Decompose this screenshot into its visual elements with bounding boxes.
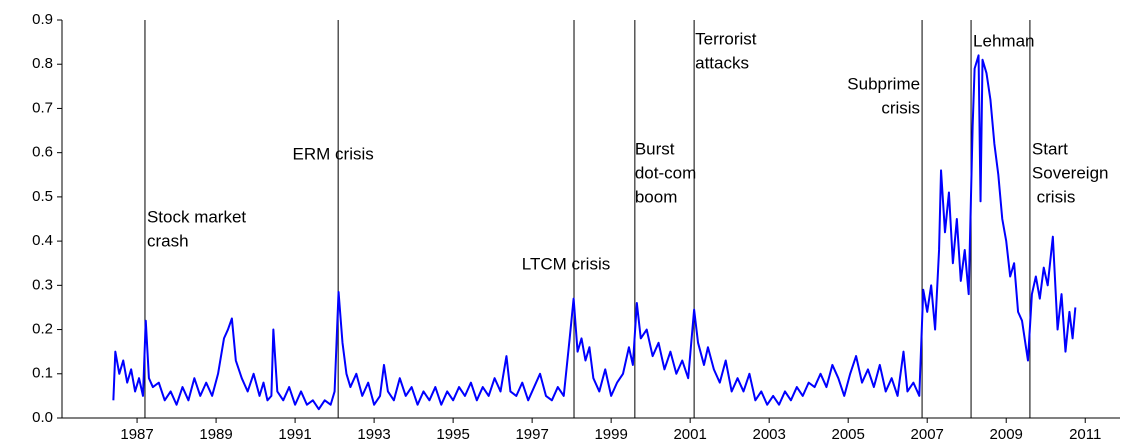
x-tick-label: 2007 <box>911 426 944 443</box>
y-tick-label: 0.0 <box>32 409 53 426</box>
event-label: Lehman <box>973 31 1034 50</box>
y-tick-label: 0.7 <box>32 99 53 116</box>
event-label: Terrorist <box>695 29 757 48</box>
event-label: Burst <box>635 139 675 158</box>
event-label: ERM crisis <box>293 144 374 163</box>
x-tick-label: 1991 <box>278 426 311 443</box>
event-label: dot-com <box>635 163 696 182</box>
event-label: crisis <box>881 98 920 117</box>
event-label: crisis <box>1032 187 1075 206</box>
x-tick-label: 2003 <box>752 426 785 443</box>
event-label: Subprime <box>847 74 920 93</box>
x-tick-label: 2001 <box>673 426 706 443</box>
event-label: Stock market <box>147 207 246 226</box>
x-tick-label: 1997 <box>515 426 548 443</box>
x-tick-label: 1999 <box>594 426 627 443</box>
y-tick-label: 0.5 <box>32 188 53 205</box>
event-label: crash <box>147 231 189 250</box>
y-tick-label: 0.6 <box>32 144 53 161</box>
y-tick-label: 0.1 <box>32 365 53 382</box>
y-tick-label: 0.9 <box>32 11 53 28</box>
event-label: boom <box>635 187 678 206</box>
x-tick-label: 1987 <box>120 426 153 443</box>
event-label: Sovereign <box>1032 163 1109 182</box>
y-tick-label: 0.8 <box>32 55 53 72</box>
event-label: attacks <box>695 53 749 72</box>
y-tick-label: 0.3 <box>32 276 53 293</box>
event-label: Start <box>1032 139 1068 158</box>
y-tick-label: 0.2 <box>32 321 53 338</box>
event-label: LTCM crisis <box>522 254 610 273</box>
x-tick-label: 2011 <box>1069 426 1101 443</box>
x-tick-label: 2005 <box>832 426 865 443</box>
x-tick-label: 2009 <box>990 426 1023 443</box>
y-tick-label: 0.4 <box>32 232 53 249</box>
x-tick-label: 1995 <box>436 426 469 443</box>
x-tick-label: 1993 <box>357 426 390 443</box>
series-line <box>112 54 1077 411</box>
x-tick-label: 1989 <box>199 426 232 443</box>
